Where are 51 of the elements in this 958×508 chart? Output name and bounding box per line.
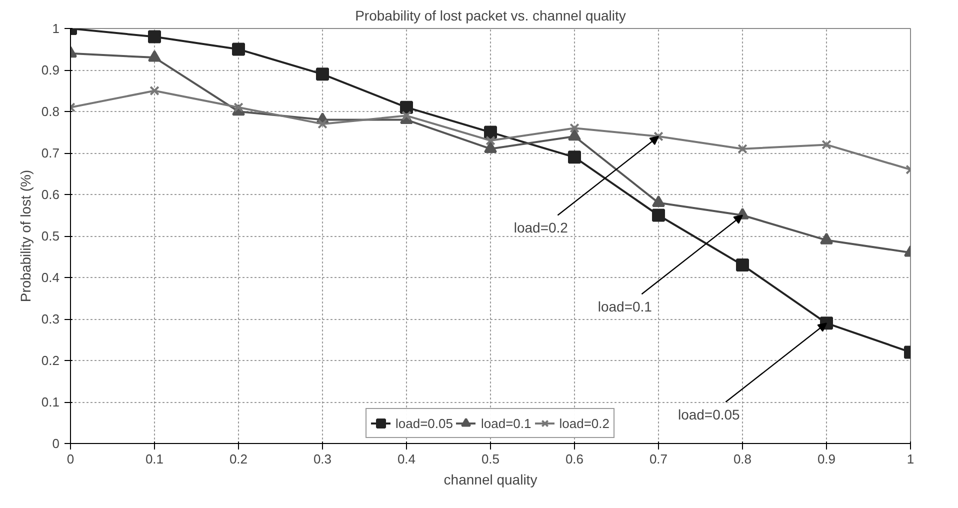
y-tick-label: 0.5 — [41, 228, 60, 244]
x-tick-label: 0.6 — [565, 452, 584, 466]
legend-label: load=0.2 — [559, 416, 610, 430]
y-tick-label: 0.2 — [41, 353, 60, 368]
x-tick-label: 0.2 — [229, 452, 248, 466]
point — [318, 119, 328, 129]
y-tick-label: 1 — [52, 21, 60, 36]
point — [568, 150, 581, 164]
annotation: load=0.05 — [678, 406, 740, 422]
x-tick-label: 1 — [906, 452, 914, 466]
y-tick-label: 0 — [52, 436, 60, 451]
point — [486, 136, 496, 146]
y-tick-label: 0.9 — [41, 62, 60, 78]
point — [484, 126, 497, 139]
chart-title: Probability of lost packet vs. channel quality — [355, 8, 626, 24]
y-tick-label: 0.3 — [41, 312, 60, 326]
x-tick-label: 0.3 — [313, 452, 332, 466]
point — [652, 208, 665, 222]
point — [402, 110, 412, 121]
x-tick-label: 0.5 — [481, 452, 500, 466]
x-axis-title: channel quality — [444, 472, 538, 488]
y-tick-label: 0.7 — [41, 146, 60, 160]
y-axis-title: Probability of lost (%) — [17, 170, 34, 302]
point — [822, 140, 832, 150]
x-tick-label: 0.1 — [145, 452, 164, 466]
point — [148, 30, 161, 44]
point — [570, 123, 580, 133]
annotation: load=0.1 — [598, 298, 652, 315]
point — [148, 50, 161, 62]
x-tick-label: 0.4 — [397, 452, 416, 466]
point — [654, 132, 664, 142]
y-tick-label: 0.8 — [41, 104, 60, 119]
y-tick-label: 0.6 — [41, 187, 60, 202]
x-tick-label: 0.9 — [817, 452, 836, 466]
x-tick-label: 0.7 — [649, 452, 668, 466]
point — [232, 42, 245, 56]
legend-label: load=0.05 — [396, 416, 453, 430]
point — [400, 100, 413, 114]
y-tick-label: 0.4 — [41, 270, 60, 285]
point — [736, 258, 749, 272]
point — [234, 102, 244, 112]
point — [738, 144, 748, 154]
point — [316, 68, 329, 81]
annotation: load=0.2 — [514, 220, 568, 236]
legend-label: load=0.1 — [480, 416, 532, 430]
x-tick-label: 0.8 — [733, 452, 752, 466]
x-tick-label: 0 — [66, 452, 74, 466]
point — [484, 142, 497, 154]
point — [150, 86, 160, 96]
y-tick-label: 0.1 — [41, 394, 60, 410]
point — [568, 129, 581, 141]
